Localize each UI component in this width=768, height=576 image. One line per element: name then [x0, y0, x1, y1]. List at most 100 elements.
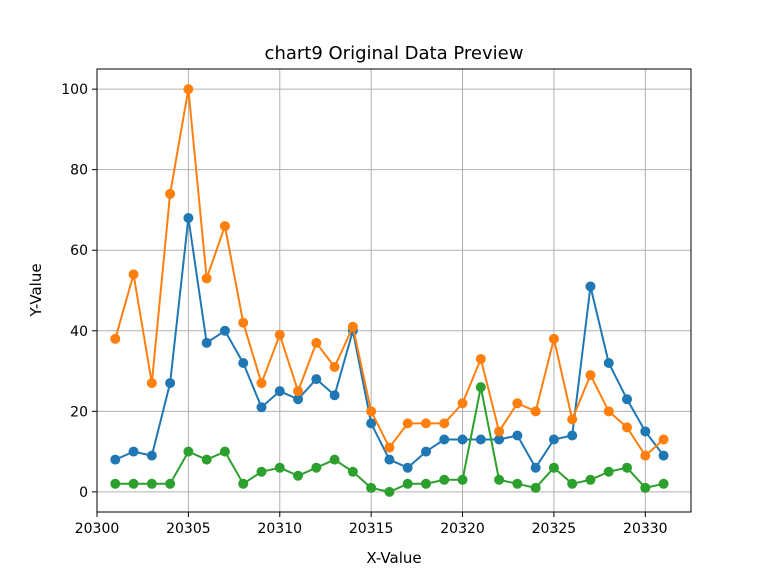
- series-1-point: [658, 450, 669, 461]
- series-2-point: [420, 418, 431, 429]
- series-3-point: [420, 478, 431, 489]
- series-2-point: [256, 378, 267, 389]
- x-tick-label: 20310: [257, 521, 302, 537]
- series-1-point: [439, 434, 450, 445]
- series-1-point: [165, 378, 176, 389]
- series-3-point: [274, 462, 285, 473]
- y-axis-ticks: 0 20 40 60 80 100: [61, 82, 97, 501]
- chart-title: chart9 Original Data Preview: [265, 43, 524, 64]
- series-3-point: [530, 482, 541, 493]
- series-3-point: [293, 470, 304, 481]
- series-3-point: [567, 478, 578, 489]
- x-axis-ticks: 20300 20305 20310 20315 20320 20325 20330: [75, 512, 668, 537]
- series-2-point: [439, 418, 450, 429]
- series-2-point: [548, 333, 559, 344]
- series-2-point: [366, 406, 377, 417]
- series-2-point: [494, 426, 505, 437]
- series-2-point: [347, 321, 358, 332]
- series-2-point: [384, 442, 395, 453]
- x-tick-label: 20305: [166, 521, 211, 537]
- series-2-point: [329, 362, 340, 373]
- series-1-point: [238, 357, 249, 368]
- x-tick-label: 20330: [623, 521, 668, 537]
- series-2-point: [475, 353, 486, 364]
- series-2-point: [512, 398, 523, 409]
- series-3-point: [585, 474, 596, 485]
- series-1-point: [311, 374, 322, 385]
- series-3-point: [658, 478, 669, 489]
- series-3: [110, 382, 669, 497]
- series-3-point: [512, 478, 523, 489]
- series-3-point: [475, 382, 486, 393]
- series-2-point: [165, 188, 176, 199]
- series-3-point: [146, 478, 157, 489]
- series-3-point: [256, 466, 267, 477]
- series-1-point: [201, 337, 212, 348]
- y-tick-label: 60: [70, 243, 88, 259]
- series-1-point: [548, 434, 559, 445]
- series-3-point: [219, 446, 230, 457]
- series-3-point: [329, 454, 340, 465]
- series-1-point: [603, 357, 614, 368]
- series-1-point: [622, 394, 633, 405]
- series-1-point: [640, 426, 651, 437]
- series-2-point: [274, 329, 285, 340]
- series-3-point: [384, 486, 395, 497]
- series-2-point: [311, 337, 322, 348]
- series-2-point: [238, 317, 249, 328]
- x-axis-label: X-Value: [366, 549, 421, 567]
- series-1-point: [274, 386, 285, 397]
- series-1-point: [475, 434, 486, 445]
- series-3-point: [165, 478, 176, 489]
- series-2-point: [402, 418, 413, 429]
- series-3-point: [183, 446, 194, 457]
- series-3-point: [402, 478, 413, 489]
- y-tick-label: 40: [70, 324, 88, 340]
- series-1-point: [110, 454, 121, 465]
- series-1-point: [293, 394, 304, 405]
- series-1-point: [183, 213, 194, 224]
- series-3-point: [548, 462, 559, 473]
- series-layer: [110, 84, 669, 497]
- series-2-point: [585, 370, 596, 381]
- series-3-point: [201, 454, 212, 465]
- series-2-point: [219, 221, 230, 232]
- series-3-point: [494, 474, 505, 485]
- series-2-point: [201, 273, 212, 284]
- series-2-point: [457, 398, 468, 409]
- series-2-point: [293, 386, 304, 397]
- series-1-point: [567, 430, 578, 441]
- series-1: [110, 213, 669, 473]
- series-2-point: [530, 406, 541, 417]
- series-1-point: [530, 462, 541, 473]
- y-tick-label: 0: [79, 485, 88, 501]
- series-1-point: [402, 462, 413, 473]
- series-2-point: [658, 434, 669, 445]
- series-2-point: [567, 414, 578, 425]
- series-1-point: [494, 434, 505, 445]
- y-tick-label: 20: [70, 404, 88, 420]
- series-2: [110, 84, 669, 461]
- y-tick-label: 80: [70, 163, 88, 179]
- series-1-point: [585, 281, 596, 292]
- x-tick-label: 20325: [532, 521, 577, 537]
- series-1-point: [512, 430, 523, 441]
- series-1-point: [366, 418, 377, 429]
- series-3-point: [128, 478, 139, 489]
- series-1-point: [329, 390, 340, 401]
- series-3-point: [640, 482, 651, 493]
- plot-frame: [96, 68, 692, 513]
- series-3-point: [366, 482, 377, 493]
- series-2-point: [622, 422, 633, 433]
- series-3-point: [439, 474, 450, 485]
- x-tick-label: 20320: [440, 521, 485, 537]
- x-tick-label: 20300: [75, 521, 120, 537]
- series-1-point: [256, 402, 267, 413]
- series-3-point: [622, 462, 633, 473]
- y-axis-label: Y-Value: [27, 263, 45, 317]
- series-3-point: [238, 478, 249, 489]
- series-1-point: [146, 450, 157, 461]
- y-tick-label: 100: [61, 82, 88, 98]
